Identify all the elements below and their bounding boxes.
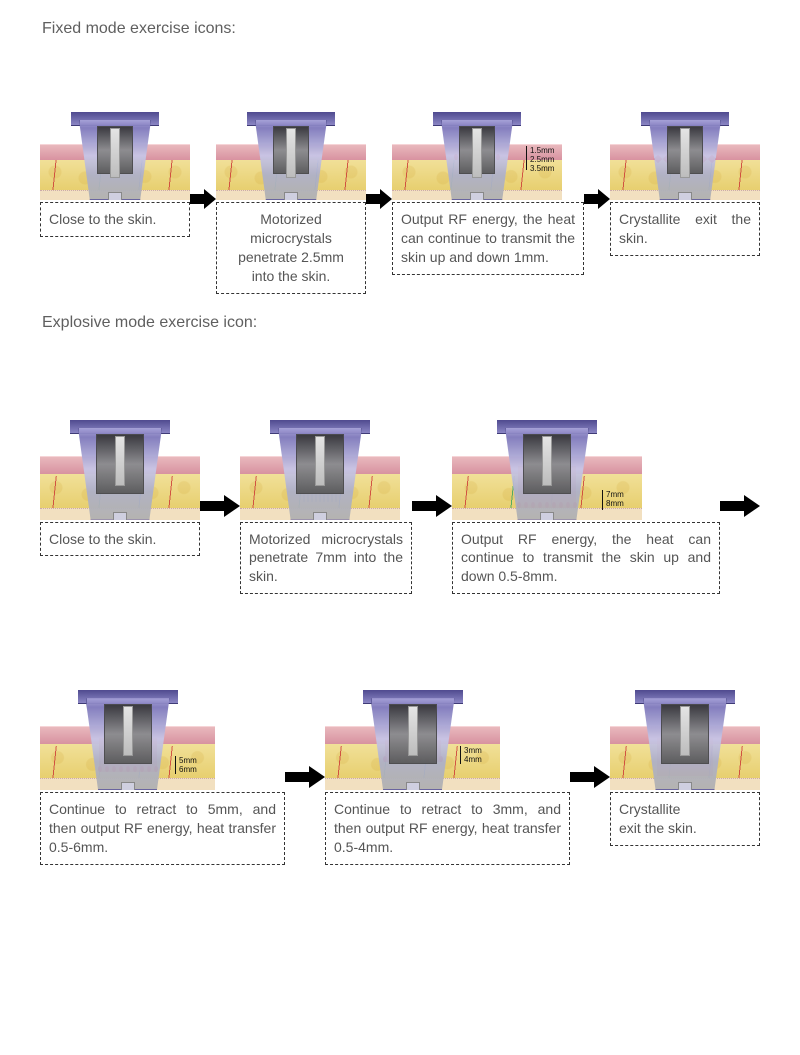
- device-icon: [641, 112, 729, 200]
- caption: Motorized microcrystals penetrate 2.5mm …: [216, 202, 366, 294]
- caption: Continue to retract to 3mm, and then out…: [325, 792, 570, 865]
- caption: Continue to retract to 5mm, and then out…: [40, 792, 285, 865]
- device-icon: [70, 420, 170, 520]
- exp-step-4: 5mm 6mm Continue to retract to 5mm, and …: [40, 614, 285, 865]
- arrow-icon: [584, 189, 610, 209]
- arrow-icon: [285, 766, 325, 788]
- arrow-icon: [720, 495, 760, 517]
- device-icon: [78, 690, 178, 790]
- exp-step-6: Crystallite exit the skin.: [610, 614, 760, 846]
- device-icon: [71, 112, 159, 200]
- device-icon: [635, 690, 735, 790]
- device-icon: [270, 420, 370, 520]
- depth-ruler: 1.5mm 2.5mm 3.5mm: [526, 146, 562, 170]
- fixed-step-2: Motorized microcrystals penetrate 2.5mm …: [216, 50, 366, 294]
- caption: Crystallite exit the skin.: [610, 202, 760, 256]
- arrow-icon: [570, 766, 610, 788]
- fixed-mode-row: Close to the skin. Motorized microcrysta…: [40, 50, 760, 294]
- arrow-icon: [200, 495, 240, 517]
- caption: Close to the skin.: [40, 522, 200, 557]
- explosive-row-2: 5mm 6mm Continue to retract to 5mm, and …: [40, 614, 760, 865]
- device-icon: [363, 690, 463, 790]
- device-icon: [247, 112, 335, 200]
- explosive-row-1: Close to the skin. Motorized microcrysta…: [40, 344, 760, 595]
- caption: Close to the skin.: [40, 202, 190, 237]
- section1-title: Fixed mode exercise icons:: [42, 20, 760, 38]
- exp-step-5: 3mm 4mm Continue to retract to 3mm, and …: [325, 614, 570, 865]
- exp-step-1: Close to the skin.: [40, 344, 200, 557]
- depth-ruler: 3mm 4mm: [460, 746, 500, 764]
- depth-ruler: 5mm 6mm: [175, 756, 215, 774]
- arrow-icon: [190, 189, 216, 209]
- caption: Output RF energy, the heat can continue …: [452, 522, 720, 595]
- arrow-icon: [412, 495, 452, 517]
- fixed-step-3: 1.5mm 2.5mm 3.5mm Output RF energy, the …: [392, 50, 584, 275]
- fixed-step-1: Close to the skin.: [40, 50, 190, 237]
- depth-ruler: 7mm 8mm: [602, 490, 642, 510]
- arrow-icon: [366, 189, 392, 209]
- device-icon: [433, 112, 521, 200]
- caption: Output RF energy, the heat can continue …: [392, 202, 584, 275]
- device-icon: [497, 420, 597, 520]
- exp-step-2: Motorized microcrystals penetrate 7mm in…: [240, 344, 412, 595]
- fixed-step-4: Crystallite exit the skin.: [610, 50, 760, 256]
- caption: Crystallite exit the skin.: [610, 792, 760, 846]
- section2-title: Explosive mode exercise icon:: [42, 314, 760, 332]
- caption: Motorized microcrystals penetrate 7mm in…: [240, 522, 412, 595]
- exp-step-3: 7mm 8mm Output RF energy, the heat can c…: [452, 344, 720, 595]
